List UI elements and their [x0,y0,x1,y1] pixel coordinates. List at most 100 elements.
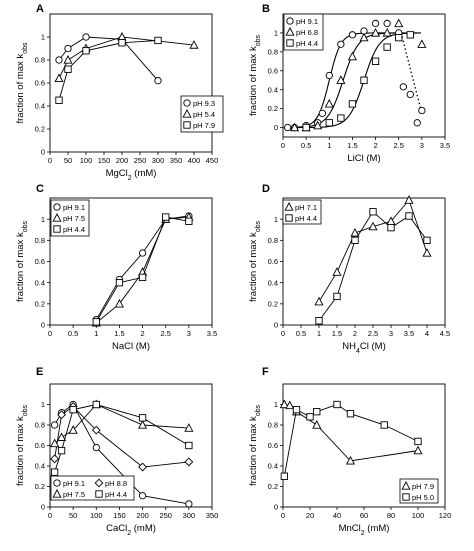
panel-b-series-square-point [371,57,380,65]
panel-e-legend-label: pH 7.5 [63,490,85,499]
panel-c-legend-label: pH 4.4 [63,225,85,234]
panel-b-series-triangle-point [394,18,404,28]
panel-f-series-square-point [292,405,301,414]
panel-d-xtick-label: 3 [389,329,393,338]
panel-d-xtick-label: 2.5 [368,329,378,338]
panel-e-xtick-label: 200 [136,511,149,520]
panel-a-series-square-line [58,40,159,101]
panel-a-legend-label: pH 7.9 [193,121,215,130]
panel-d-series-square-point [423,236,431,244]
panel-a-xtick-label: 350 [170,156,183,165]
panel-c-legend-marker [53,225,61,233]
panel-b-series-triangle-point [371,27,381,37]
panel-b-series-circle-point [399,83,407,91]
panel-e-series-triangle-point [184,423,194,432]
panel-b-plot-frame [282,13,446,138]
panel-d-xtick-label: 0 [281,329,285,338]
panel-e-series-circle [50,400,193,508]
panel-e-xtick-label: 150 [113,511,126,520]
panel-d-series-triangle-point [368,221,378,231]
panel-f-series-triangle-point [413,445,423,455]
panel-a-xtick-label: 150 [98,156,111,165]
panel-a-ytick-label: 0.4 [35,102,45,111]
panel-a-xtick-label: 200 [116,156,129,165]
panel-b-series-square-point [395,34,403,42]
panel-c-xtick-label: 2.5 [160,329,170,338]
panel-c-series-square-point [138,273,147,282]
panel-e-series-circle-point [185,500,193,508]
panel-b-legend-label: pH 6.8 [296,28,318,37]
panel-a-xtick-label: 50 [64,156,72,165]
panel-f-series-triangle-point [285,400,295,410]
panel-a-legend-marker [183,99,191,107]
panel-e-ytick-label: 0 [41,503,45,512]
panel-c-ytick-label: 0.4 [35,278,45,287]
panel-f-series-triangle-point [345,455,356,465]
panel-b-series-circle-point [413,119,421,127]
panel-a-xtick-label: 0 [48,156,52,165]
panel-b-ytick-label: 1 [274,29,278,38]
panel-b-xtick-label: 3 [420,141,424,150]
panel-d: D 0 0.5 1 1.5 2 2.5 3 3.5 4 4.5 0 0.2 0.4 0.6 0.8 1 NH4Cl… [248,183,450,355]
panel-e-legend-label: pH 4.4 [105,490,127,499]
panel-d-series-square-point [369,208,377,216]
panel-e-series-square-point [138,414,147,422]
panel-c-legend: pH 9.1 pH 7.5 pH 4.4 [50,199,90,237]
panel-f-letter: F [262,366,269,378]
panel-c-legend-label: pH 7.5 [63,214,85,223]
panel-a-series-square-point [154,36,162,45]
panel-c-ytick-label: 0.8 [35,236,45,245]
panel-b-series-circle-point [418,106,426,115]
panel-c-legend-marker [52,213,62,222]
panel-a-series-circle-line [58,36,159,81]
panel-d-legend-label: pH 7.1 [295,203,317,212]
panel-b-ylabel: fraction of max kobs [248,35,262,116]
panel-c-xtick-label: 0.5 [68,329,78,338]
panel-b-series-triangle-point [290,122,300,132]
panel-e-xtick-label: 250 [159,511,172,520]
panel-a-letter: A [36,3,44,15]
panel-f-legend-label: pH 5.0 [412,493,434,502]
panel-b-xtick-label: 0 [281,141,285,150]
panel-b-series-triangle-point [359,32,369,42]
panel-a-ytick-label: 1 [41,33,45,42]
panel-f-xtick-label: 0 [281,511,285,520]
panel-f-ytick-label: 0.2 [268,482,278,491]
panel-e-ytick-label: 0.2 [35,482,45,491]
panel-b-letter: B [262,3,270,15]
panel-b-xtick-label: 0.5 [301,141,311,150]
panel-e-series-square-point [92,400,100,409]
panel-b-ytick-label: 0.2 [268,104,278,113]
panel-f: F 0 20 40 60 80 100 120 0 0.2 0.4 0.6 0.8 1 MnCl2 (mM)… [248,366,451,537]
panel-b-series-square-point [360,76,368,84]
panel-d-series-square [315,208,431,325]
panel-d-series-triangle-point [314,296,324,306]
panel-d-ytick-label: 0 [274,321,278,330]
panel-f-series-square-point [346,410,355,418]
panel-b-series-triangle-point [313,120,323,130]
panel-f-xtick-label: 100 [412,511,425,520]
panel-c: C 0 0.5 1 1.5 2 2.5 3 3.5 0 0.2 0.4 0.6 0.8 1 NaCl (M) f… [15,183,217,352]
panel-d-ytick-label: 0.8 [268,236,278,245]
panel-b-legend: pH 9.1 pH 6.8 pH 4.4 [283,13,324,51]
panel-d-ytick-label: 0.2 [268,299,278,308]
panel-e-series-diamond-point [57,410,67,420]
panel-d-legend-marker [285,214,293,222]
panel-f-legend: pH 7.9 pH 5.0 [399,478,439,504]
panel-e-xtick-label: 100 [90,511,103,520]
panel-e-series-square-point [57,446,66,455]
panel-b-xtick-label: 1.5 [347,141,357,150]
panel-d-xtick-label: 4 [425,329,429,338]
panel-d-xtick-label: 3.5 [404,329,414,338]
panel-a-series-triangle-point [54,73,64,83]
panel-c-xtick-label: 0 [48,329,52,338]
panel-f-xtick-label: 80 [387,511,395,520]
panel-e-series-square-point [185,441,193,450]
panel-e-series-diamond-point [50,454,60,464]
panel-d-legend: pH 7.1 pH 4.4 [282,199,322,225]
panel-c-ytick-label: 0 [41,321,45,330]
panel-b-series-square-point [348,100,357,108]
panel-a-legend-label: pH 5.4 [193,110,215,119]
panel-a-ytick-label: 0 [41,148,45,157]
panel-e-series-circle-point [138,492,147,500]
